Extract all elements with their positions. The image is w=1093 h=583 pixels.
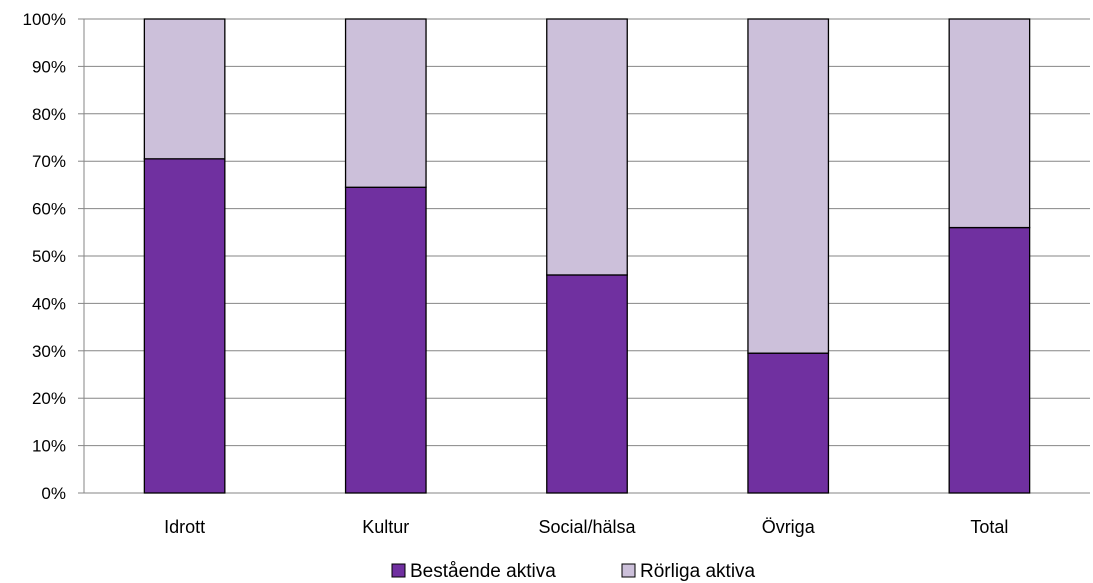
y-tick-label: 90% [32, 57, 66, 76]
y-tick-label: 0% [41, 484, 66, 503]
bar-segment-rorliga [948, 18, 1031, 229]
y-tick-label: 100% [23, 10, 66, 29]
bar-segment-rorliga [546, 18, 628, 276]
bar-segment-bestaende [747, 352, 830, 494]
bar-segment-bestaende [948, 226, 1031, 494]
legend-label-bestaende: Bestående aktiva [410, 561, 556, 582]
y-tick-label: 50% [32, 247, 66, 266]
bar-segment-bestaende [546, 274, 628, 494]
x-tick-label: Övriga [762, 517, 816, 537]
legend-swatch-bestaende [391, 563, 406, 578]
x-axis: Idrott Kultur Social/hälsa Övriga Total [164, 517, 1008, 537]
x-tick-label: Total [970, 517, 1008, 537]
y-tick-label: 40% [32, 294, 66, 313]
bar-segment-rorliga [344, 18, 427, 188]
bars [143, 18, 1031, 494]
legend: Bestående aktiva Rörliga aktiva [391, 561, 756, 582]
bar-segment-rorliga [747, 18, 830, 354]
y-tick-label: 10% [32, 437, 66, 456]
bar-segment-bestaende [344, 186, 427, 494]
legend-label-rorliga: Rörliga aktiva [640, 561, 756, 582]
x-tick-label: Kultur [362, 517, 409, 537]
y-tick-label: 30% [32, 342, 66, 361]
y-tick-label: 80% [32, 105, 66, 124]
y-tick-label: 70% [32, 152, 66, 171]
y-axis: 0% 10% 20% 30% 40% 50% 60% 70% 80% 90% 100% [23, 10, 85, 503]
x-tick-label: Social/hälsa [538, 517, 636, 537]
legend-item-rorliga: Rörliga aktiva [621, 561, 756, 582]
bar-segment-rorliga [143, 18, 226, 160]
x-tick-label: Idrott [164, 517, 205, 537]
legend-item-bestaende: Bestående aktiva [391, 561, 556, 582]
bar-segment-bestaende [143, 158, 226, 494]
y-tick-label: 20% [32, 389, 66, 408]
y-tick-label: 60% [32, 200, 66, 219]
legend-swatch-rorliga [621, 563, 636, 578]
